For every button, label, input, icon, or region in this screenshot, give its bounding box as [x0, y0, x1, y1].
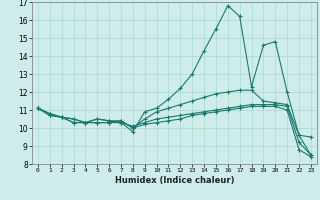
X-axis label: Humidex (Indice chaleur): Humidex (Indice chaleur) [115, 176, 234, 185]
